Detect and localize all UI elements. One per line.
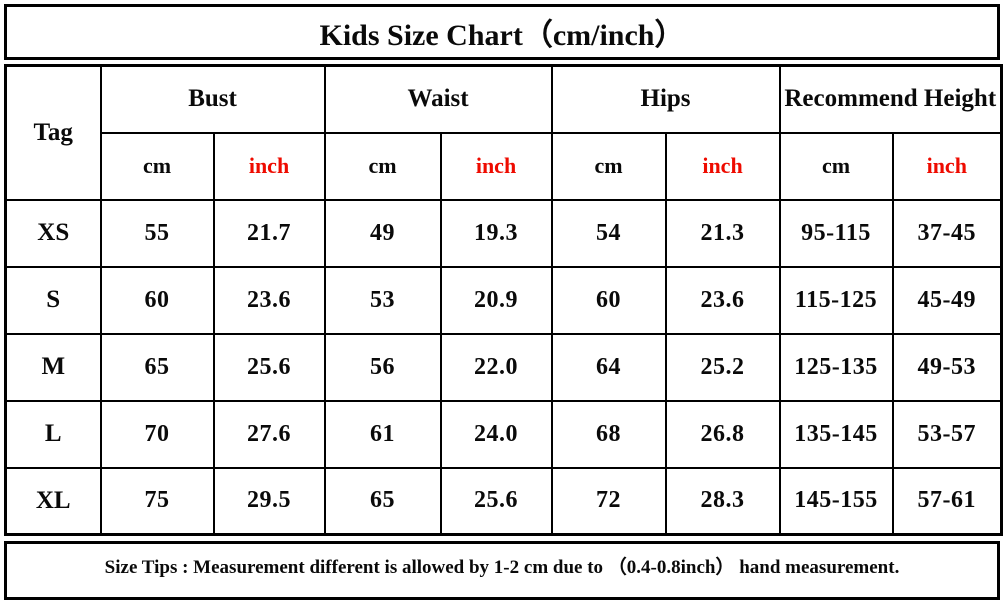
size-tips-box: Size Tips : Measurement different is all… xyxy=(4,541,1000,600)
size-table: Tag Bust Waist Hips Recommend Height cm … xyxy=(4,64,1004,536)
waist-cm-value: 56 xyxy=(323,332,442,402)
waist-inch-value: 22.0 xyxy=(439,332,553,402)
size-tag: S xyxy=(4,265,102,335)
height-inch-range: 37-45 xyxy=(891,198,1003,268)
height-cm-range: 115-125 xyxy=(778,265,894,335)
size-tag: XS xyxy=(4,198,102,268)
waist-inch-value: 19.3 xyxy=(439,198,553,268)
size-tag: M xyxy=(4,332,102,402)
height-inch-range: 57-61 xyxy=(891,466,1003,536)
hips-cm-value: 68 xyxy=(550,399,667,469)
col-header-bust: Bust xyxy=(99,64,326,134)
bust-inch-value: 21.7 xyxy=(212,198,326,268)
height-inch-range: 53-57 xyxy=(891,399,1003,469)
chart-title-box: Kids Size Chart（cm/inch） xyxy=(4,4,1000,60)
unit-hips-inch: inch xyxy=(664,131,781,201)
unit-height-inch: inch xyxy=(891,131,1003,201)
unit-bust-cm: cm xyxy=(99,131,215,201)
table-row-l: L 70 27.6 61 24.0 68 26.8 135-145 53-57 xyxy=(4,399,1003,469)
col-header-recommend-height: Recommend Height xyxy=(778,64,1003,134)
height-cm-range: 125-135 xyxy=(778,332,894,402)
bust-inch-value: 29.5 xyxy=(212,466,326,536)
header-group-row: Tag Bust Waist Hips Recommend Height xyxy=(4,64,1003,201)
hips-cm-value: 72 xyxy=(550,466,667,536)
table-row-m: M 65 25.6 56 22.0 64 25.2 125-135 49-53 xyxy=(4,332,1003,402)
bust-inch-value: 25.6 xyxy=(212,332,326,402)
hips-cm-value: 64 xyxy=(550,332,667,402)
header-unit-row: cm inch cm inch cm inch cm inch xyxy=(6,131,1003,201)
unit-bust-inch: inch xyxy=(212,131,326,201)
height-cm-range: 95-115 xyxy=(778,198,894,268)
unit-height-cm: cm xyxy=(778,131,894,201)
bust-cm-value: 75 xyxy=(99,466,215,536)
size-tips-text: Size Tips : Measurement different is all… xyxy=(104,557,900,578)
size-tag: XL xyxy=(4,466,102,536)
hips-cm-value: 54 xyxy=(550,198,667,268)
unit-waist-inch: inch xyxy=(439,131,553,201)
waist-cm-value: 61 xyxy=(323,399,442,469)
bust-cm-value: 65 xyxy=(99,332,215,402)
bust-cm-value: 60 xyxy=(99,265,215,335)
hips-inch-value: 23.6 xyxy=(664,265,781,335)
hips-inch-value: 28.3 xyxy=(664,466,781,536)
page-title: Kids Size Chart（cm/inch） xyxy=(319,19,685,52)
bust-cm-value: 55 xyxy=(99,198,215,268)
unit-hips-cm: cm xyxy=(550,131,667,201)
height-cm-range: 145-155 xyxy=(778,466,894,536)
waist-cm-value: 53 xyxy=(323,265,442,335)
unit-waist-cm: cm xyxy=(323,131,442,201)
waist-cm-value: 65 xyxy=(323,466,442,536)
table-row-xs: XS 55 21.7 49 19.3 54 21.3 95-115 37-45 xyxy=(4,198,1003,268)
bust-inch-value: 27.6 xyxy=(212,399,326,469)
hips-inch-value: 26.8 xyxy=(664,399,781,469)
table-row-xl: XL 75 29.5 65 25.6 72 28.3 145-155 57-61 xyxy=(4,466,1003,536)
size-tag: L xyxy=(4,399,102,469)
height-inch-range: 45-49 xyxy=(891,265,1003,335)
height-cm-range: 135-145 xyxy=(778,399,894,469)
hips-inch-value: 25.2 xyxy=(664,332,781,402)
bust-cm-value: 70 xyxy=(99,399,215,469)
bust-inch-value: 23.6 xyxy=(212,265,326,335)
waist-inch-value: 25.6 xyxy=(439,466,553,536)
hips-inch-value: 21.3 xyxy=(664,198,781,268)
waist-inch-value: 24.0 xyxy=(439,399,553,469)
waist-inch-value: 20.9 xyxy=(439,265,553,335)
col-header-tag: Tag xyxy=(4,64,102,201)
table-row-s: S 60 23.6 53 20.9 60 23.6 115-125 45-49 xyxy=(4,265,1003,335)
waist-cm-value: 49 xyxy=(323,198,442,268)
height-inch-range: 49-53 xyxy=(891,332,1003,402)
col-header-waist: Waist xyxy=(323,64,553,134)
col-header-hips: Hips xyxy=(550,64,781,134)
hips-cm-value: 60 xyxy=(550,265,667,335)
